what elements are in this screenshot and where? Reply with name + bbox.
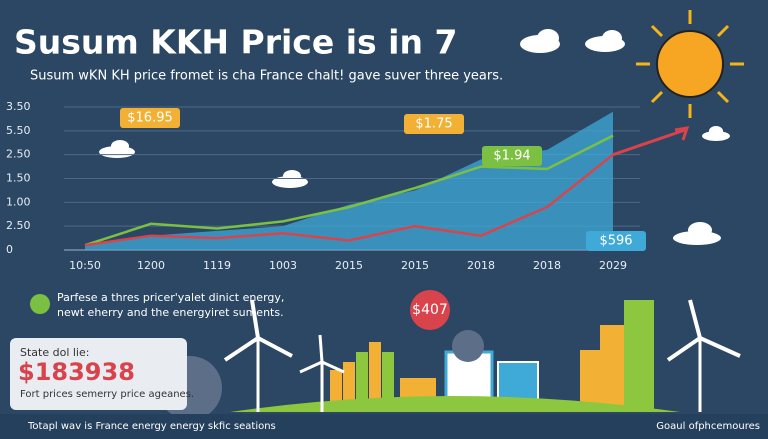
y-tick-label: 0 bbox=[6, 243, 13, 256]
badge-text: $407 bbox=[412, 302, 448, 318]
y-tick-label: 2.50 bbox=[6, 148, 31, 161]
trend-arrow bbox=[612, 126, 690, 157]
line bbox=[84, 134, 614, 247]
y-tick-label: 5.50 bbox=[6, 124, 31, 137]
info-line: Parfese a thres pricer'yalet dinict ener… bbox=[57, 291, 284, 304]
subtitle: Susum wKN KH price fromet is cha France … bbox=[30, 69, 503, 84]
x-tick-label: 1200 bbox=[137, 259, 165, 272]
x-tick-label: 2018 bbox=[533, 259, 561, 272]
x-tick-label: 1119 bbox=[203, 259, 231, 272]
x-tick-label: 2029 bbox=[599, 259, 627, 272]
card bbox=[10, 338, 187, 410]
wind-turbines bbox=[223, 299, 741, 412]
city bbox=[230, 300, 680, 412]
annotation: $1.75 bbox=[415, 117, 452, 132]
plot: 0 2.50 1.00 1.50 2.50 5.50 3.50 10:50 1200 1119 10… bbox=[6, 100, 690, 272]
area bbox=[85, 111, 613, 251]
info-line: newt eherry and the energyiret suments. bbox=[57, 306, 284, 319]
x-tick-label: 2015 bbox=[401, 259, 429, 272]
annotation-box bbox=[404, 114, 464, 134]
y-tick-label: 1.50 bbox=[6, 172, 31, 185]
card-label: State dol lie: bbox=[20, 346, 89, 359]
card-note: Fort prices semerry price ageanes. bbox=[20, 389, 194, 400]
title: Susum KKH Price is in 7 bbox=[14, 23, 457, 62]
x-tick-label: 10:50 bbox=[69, 259, 101, 272]
footer bbox=[0, 414, 768, 439]
footer-left: Totapl wav is France energy energy skfic… bbox=[27, 421, 276, 432]
sun bbox=[636, 10, 744, 118]
x-tick-label: 2018 bbox=[467, 259, 495, 272]
x-tick-label: 1003 bbox=[269, 259, 297, 272]
annotation: $1.94 bbox=[493, 149, 530, 164]
annotation-box bbox=[586, 231, 646, 251]
badge bbox=[410, 290, 450, 330]
annotation: $16.95 bbox=[127, 111, 173, 126]
footer-right: Goaul ofphcemoures bbox=[656, 421, 760, 432]
annotation-box bbox=[482, 146, 542, 166]
line bbox=[84, 153, 614, 247]
y-tick-label: 1.00 bbox=[6, 195, 31, 208]
y-tick-label: 2.50 bbox=[6, 219, 31, 232]
y-tick-label: 3.50 bbox=[6, 100, 31, 113]
card-value: $183938 bbox=[18, 358, 135, 386]
clouds bbox=[99, 29, 730, 245]
x-tick-label: 2015 bbox=[335, 259, 363, 272]
annotation: $596 bbox=[599, 234, 632, 249]
annotation-box bbox=[120, 108, 180, 128]
dollar-icon bbox=[30, 294, 50, 314]
